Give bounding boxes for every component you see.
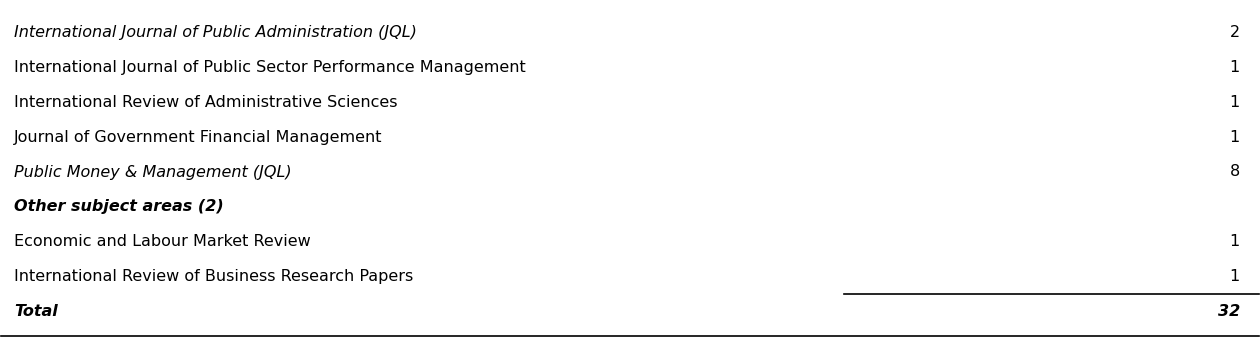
Text: 1: 1 (1230, 95, 1240, 110)
Text: 1: 1 (1230, 234, 1240, 249)
Text: International Journal of Public Administration (JQL): International Journal of Public Administ… (14, 25, 417, 40)
Text: Journal of Government Financial Management: Journal of Government Financial Manageme… (14, 130, 383, 144)
Text: Total: Total (14, 304, 58, 319)
Text: Economic and Labour Market Review: Economic and Labour Market Review (14, 234, 311, 249)
Text: 1: 1 (1230, 269, 1240, 284)
Text: 8: 8 (1230, 164, 1240, 180)
Text: 2: 2 (1230, 25, 1240, 40)
Text: 32: 32 (1217, 304, 1240, 319)
Text: Other subject areas (2): Other subject areas (2) (14, 200, 224, 214)
Text: International Review of Business Research Papers: International Review of Business Researc… (14, 269, 413, 284)
Text: International Review of Administrative Sciences: International Review of Administrative S… (14, 95, 397, 110)
Text: 1: 1 (1230, 60, 1240, 75)
Text: International Journal of Public Sector Performance Management: International Journal of Public Sector P… (14, 60, 525, 75)
Text: Public Money & Management (JQL): Public Money & Management (JQL) (14, 164, 291, 180)
Text: 1: 1 (1230, 130, 1240, 144)
